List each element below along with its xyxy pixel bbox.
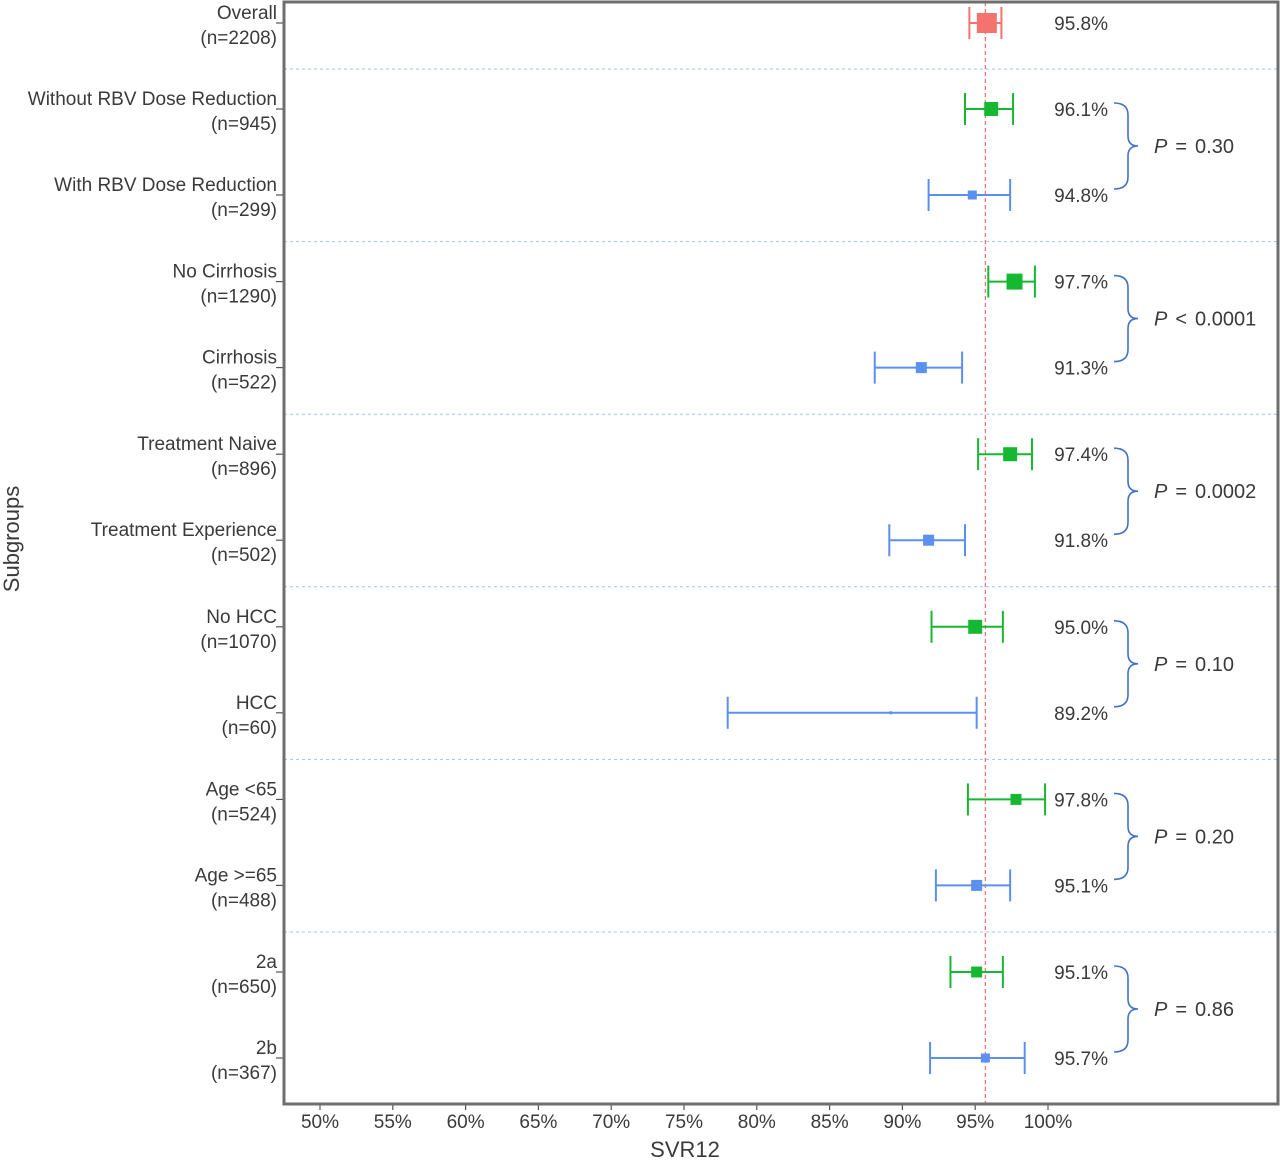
x-tick-label: 75%: [665, 1112, 703, 1133]
x-tick-label: 90%: [883, 1112, 921, 1133]
subgroup-row-point: [967, 190, 977, 200]
subgroup-row-n-label: (n=60): [222, 718, 277, 739]
x-tick-label: 60%: [447, 1112, 485, 1133]
subgroup-row-value-label: 97.8%: [1054, 790, 1108, 811]
p-value-label: P = 0.86: [1154, 999, 1234, 1021]
subgroup-row-point: [915, 362, 927, 374]
x-tick-label: 65%: [519, 1112, 557, 1133]
x-tick-label: 50%: [301, 1112, 339, 1133]
p-value-bracket: [1113, 274, 1139, 363]
p-value-bracket: [1113, 792, 1139, 881]
subgroup-row-label: No HCC: [206, 607, 277, 628]
subgroup-row-label: Without RBV Dose Reduction: [28, 89, 277, 110]
subgroup-row-value-label: 89.2%: [1054, 704, 1108, 725]
subgroup-row-label: Age <65: [206, 779, 277, 800]
plot-frame: [282, 0, 1280, 1106]
subgroup-row-n-label: (n=896): [211, 459, 277, 480]
p-value-label: P = 0.10: [1154, 654, 1234, 676]
subgroup-row-value-label: 95.1%: [1054, 876, 1108, 897]
subgroup-row-value-label: 95.1%: [1054, 963, 1108, 984]
subgroup-row-label: Treatment Naive: [137, 434, 277, 455]
subgroup-row-n-label: (n=650): [211, 977, 277, 998]
subgroup-row-value-label: 97.4%: [1054, 445, 1108, 466]
subgroup-row-point: [971, 966, 983, 978]
subgroup-row-point: [1010, 793, 1022, 805]
x-tick-label: 70%: [592, 1112, 630, 1133]
subgroup-row-n-label: (n=945): [211, 114, 277, 135]
subgroup-row-n-label: (n=367): [211, 1063, 277, 1084]
subgroup-row-value-label: 91.8%: [1054, 531, 1108, 552]
overall-value-label: 95.8%: [1054, 14, 1108, 35]
x-tick-label: 85%: [811, 1112, 849, 1133]
overall-label: Overall: [217, 3, 277, 24]
subgroup-row-label: 2b: [256, 1038, 277, 1059]
subgroup-row-label: HCC: [236, 693, 277, 714]
subgroup-row-point: [1006, 273, 1023, 290]
subgroup-row-n-label: (n=502): [211, 545, 277, 566]
subgroup-row-point: [968, 619, 983, 634]
subgroup-row-label: With RBV Dose Reduction: [54, 175, 277, 196]
p-value-bracket: [1113, 447, 1139, 535]
x-tick-label: 55%: [374, 1112, 412, 1133]
x-tick-label: 80%: [738, 1112, 776, 1133]
subgroup-row-label: Treatment Experience: [91, 520, 277, 541]
subgroup-row-label: No Cirrhosis: [172, 262, 277, 283]
subgroup-row-value-label: 95.0%: [1054, 618, 1108, 639]
subgroup-row-n-label: (n=524): [211, 804, 277, 825]
subgroup-row-label: Cirrhosis: [202, 348, 277, 369]
overall-n-label: (n=2208): [200, 28, 277, 49]
overall-point: [976, 13, 997, 33]
subgroup-row-value-label: 97.7%: [1054, 273, 1108, 294]
subgroup-row-value-label: 95.7%: [1054, 1049, 1108, 1070]
subgroup-row-n-label: (n=299): [211, 200, 277, 221]
p-value-bracket: [1113, 620, 1139, 708]
p-value-bracket: [1113, 102, 1139, 190]
subgroup-row-n-label: (n=1070): [200, 632, 277, 653]
subgroup-row-value-label: 94.8%: [1054, 186, 1108, 207]
subgroup-row-point: [980, 1053, 990, 1063]
subgroup-row-point: [1003, 447, 1018, 462]
subgroup-row-point: [971, 879, 983, 891]
subgroup-row-n-label: (n=522): [211, 373, 277, 394]
subgroup-row-point: [889, 711, 893, 715]
subgroup-row-value-label: 96.1%: [1054, 100, 1108, 121]
p-value-label: P = 0.0002: [1154, 481, 1256, 503]
x-tick-label: 95%: [956, 1112, 994, 1133]
x-tick-label: 100%: [1024, 1112, 1073, 1133]
subgroup-row-n-label: (n=1290): [200, 287, 277, 308]
p-value-bracket: [1113, 965, 1139, 1053]
y-axis-title: Subgroups: [0, 486, 24, 592]
subgroup-row-point: [984, 102, 999, 116]
subgroup-row-value-label: 91.3%: [1054, 359, 1108, 380]
p-value-label: P = 0.30: [1154, 136, 1234, 158]
p-value-label: P <0.0001: [1154, 309, 1256, 331]
subgroup-row-point: [923, 534, 935, 546]
subgroup-row-n-label: (n=488): [211, 890, 277, 911]
subgroup-row-label: Age >=65: [195, 865, 277, 886]
subgroup-row-label: 2a: [256, 952, 278, 973]
p-value-label: P = 0.20: [1154, 826, 1234, 848]
x-axis-title: SVR12: [650, 1137, 720, 1161]
